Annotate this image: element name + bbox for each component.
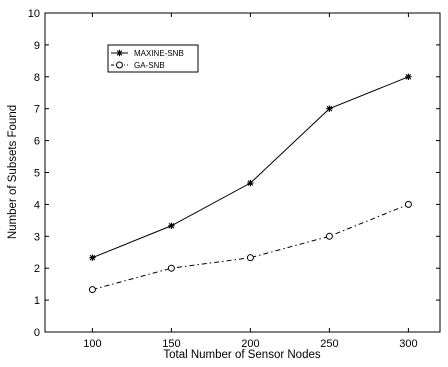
x-tick-label: 150 [162,338,180,350]
y-tick-label: 2 [34,263,40,275]
x-tick-label: 200 [241,338,259,350]
plot-frame [44,12,441,333]
y-axis-ticks: 0 1 2 3 4 5 6 7 8 9 10 [28,8,440,339]
y-tick-label: 4 [34,199,40,211]
legend-marker-maxine-snb [116,49,123,57]
series-layer [88,73,412,294]
data-point-maxine-snb [89,254,96,261]
legend: MAXINE-SNB GA-SNB [107,44,199,73]
x-axis-ticks: 100 150 200 250 300 [83,13,418,350]
data-point-ga-snb [167,264,175,272]
legend-label-maxine-snb: MAXINE-SNB [134,49,184,58]
data-point-ga-snb [88,286,96,294]
data-point-maxine-snb [247,179,254,187]
y-tick-label: 6 [34,136,40,148]
y-axis-title: Number of Subsets Found [7,105,19,239]
y-tick-label: 10 [28,8,40,20]
data-point-ga-snb [404,200,412,208]
y-tick-label: 5 [34,168,40,180]
series-line-maxine-snb [92,76,409,259]
y-tick-label: 8 [34,72,40,84]
y-tick-label: 7 [34,104,40,116]
data-point-maxine-snb [405,73,412,80]
data-point-maxine-snb [326,105,333,112]
y-tick-label: 9 [34,40,40,52]
data-point-maxine-snb [168,222,175,229]
data-point-ga-snb [325,232,333,240]
x-tick-label: 250 [320,338,338,350]
x-tick-label: 300 [399,338,417,350]
x-axis-title: Total Number of Sensor Nodes [163,349,320,361]
legend-box [107,44,199,73]
y-tick-label: 3 [34,231,40,243]
x-tick-label: 100 [83,338,101,350]
legend-marker-ga-snb [116,61,123,69]
series-line-ga-snb [92,203,409,291]
y-tick-label: 1 [34,295,40,307]
legend-label-ga-snb: GA-SNB [134,61,165,70]
data-point-ga-snb [246,254,254,262]
y-tick-label: 0 [34,327,40,339]
